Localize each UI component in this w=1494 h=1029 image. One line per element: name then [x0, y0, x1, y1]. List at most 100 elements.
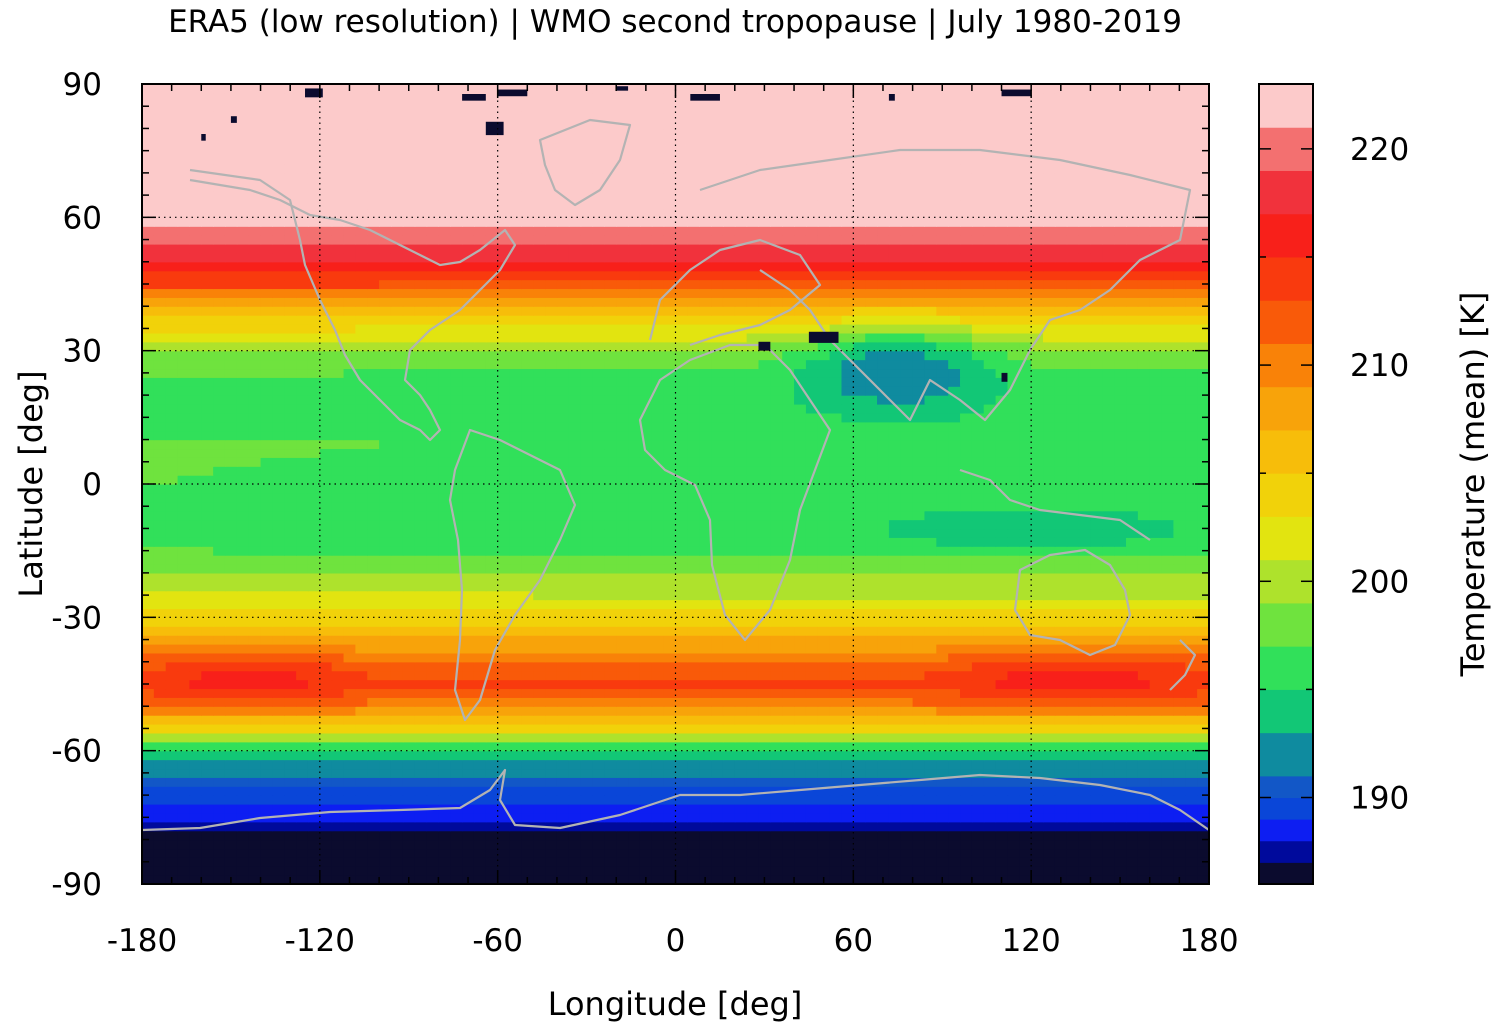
heatmap-cell: [1149, 804, 1163, 814]
heatmap-cell: [829, 519, 843, 530]
heatmap-cell: [971, 875, 985, 884]
heatmap-cell: [272, 750, 285, 761]
heatmap-cell: [367, 537, 380, 547]
heatmap-cell: [296, 395, 309, 405]
heatmap-cell: [568, 590, 582, 601]
heatmap-cell: [912, 501, 926, 512]
heatmap-cell: [307, 519, 321, 530]
heatmap-cell: [1126, 750, 1139, 761]
heatmap-cell: [877, 750, 890, 761]
heatmap-cell: [1031, 475, 1044, 485]
heatmap-cell: [521, 395, 534, 405]
heatmap-cell: [639, 617, 653, 627]
heatmap-cell: [390, 812, 404, 823]
heatmap-cell: [900, 697, 914, 707]
heatmap-cell: [568, 866, 582, 876]
heatmap-cell: [687, 395, 700, 405]
heatmap-cell: [414, 866, 428, 876]
heatmap-cell: [1126, 572, 1139, 583]
heatmap-cell: [201, 812, 214, 823]
heatmap-cell: [782, 492, 795, 503]
heatmap-cell: [367, 572, 380, 583]
heatmap-cell: [509, 706, 522, 716]
heatmap-cell: [841, 546, 854, 556]
heatmap-cell: [1066, 724, 1080, 734]
heatmap-cell: [248, 777, 262, 787]
heatmap-cell: [948, 412, 961, 423]
heatmap-cell: [1031, 599, 1044, 610]
heatmap-cell: [307, 510, 321, 521]
heatmap-cell: [224, 644, 238, 654]
heatmap-cell: [746, 661, 760, 672]
heatmap-cell: [1173, 581, 1186, 592]
heatmap-cell: [1114, 812, 1127, 823]
heatmap-cell: [924, 652, 937, 663]
heatmap-cell: [592, 857, 605, 867]
heatmap-cell: [355, 697, 368, 707]
heatmap-cell: [592, 599, 605, 610]
heatmap-cell: [331, 821, 345, 832]
heatmap-cell: [343, 635, 356, 645]
heatmap-cell: [272, 777, 285, 787]
heatmap-cell: [533, 626, 546, 636]
heatmap-cell: [699, 759, 712, 770]
heatmap-cell: [746, 830, 760, 841]
heatmap-cell: [758, 848, 771, 858]
heatmap-cell: [426, 510, 439, 521]
heatmap-cell: [1126, 519, 1139, 530]
heatmap-cell: [1043, 555, 1056, 565]
heatmap-cell: [367, 555, 380, 565]
heatmap-cell: [497, 750, 511, 761]
heatmap-cell: [153, 688, 167, 698]
heatmap-cell: [829, 635, 843, 645]
heatmap-cell: [616, 741, 629, 752]
heatmap-cell: [888, 484, 902, 494]
heatmap-cell: [758, 492, 771, 503]
heatmap-cell: [805, 777, 819, 787]
heatmap-cell: [663, 564, 677, 574]
heatmap-cell: [782, 608, 795, 618]
heatmap-cell: [770, 395, 783, 405]
heatmap-cell: [687, 866, 700, 876]
heatmap-cell: [616, 608, 629, 618]
heatmap-cell: [1102, 395, 1115, 405]
heatmap-cell: [1078, 430, 1092, 441]
heatmap-cell: [782, 830, 795, 841]
heatmap-cell: [236, 839, 250, 850]
heatmap-cell: [142, 617, 155, 627]
heatmap-cell: [331, 848, 345, 858]
heatmap-cell: [296, 412, 309, 423]
heatmap-cell: [960, 492, 973, 503]
heatmap-cell: [509, 421, 522, 432]
heatmap-cell: [1126, 688, 1139, 698]
heatmap-cell: [331, 404, 345, 414]
heatmap-cell: [367, 857, 380, 867]
heatmap-cell: [450, 759, 463, 770]
heatmap-cell: [1149, 866, 1163, 876]
heatmap-cell: [213, 484, 226, 494]
heatmap-cell: [924, 777, 937, 787]
heatmap-cell: [616, 492, 629, 503]
heatmap-cell: [900, 537, 914, 547]
heatmap-cell: [1102, 421, 1115, 432]
heatmap-cell: [960, 501, 973, 512]
heatmap-cell: [213, 724, 226, 734]
heatmap-cell: [296, 812, 309, 823]
heatmap-cell: [189, 786, 202, 796]
heatmap-cell: [545, 866, 558, 876]
heatmap-cell: [948, 484, 961, 494]
heatmap-cell: [794, 804, 807, 814]
heatmap-cell: [853, 439, 866, 450]
heatmap-cell: [1126, 732, 1139, 743]
heatmap-cell: [485, 795, 499, 805]
heatmap-cell: [1066, 484, 1080, 494]
heatmap-cell: [960, 661, 973, 672]
heatmap-cell: [213, 652, 226, 663]
heatmap-cell: [438, 412, 451, 423]
heatmap-cell: [260, 759, 274, 770]
heatmap-cell: [616, 839, 629, 850]
heatmap-cell: [1066, 555, 1080, 565]
heatmap-cell: [343, 466, 356, 476]
heatmap-cell: [343, 510, 356, 521]
heatmap-cell: [438, 555, 451, 565]
